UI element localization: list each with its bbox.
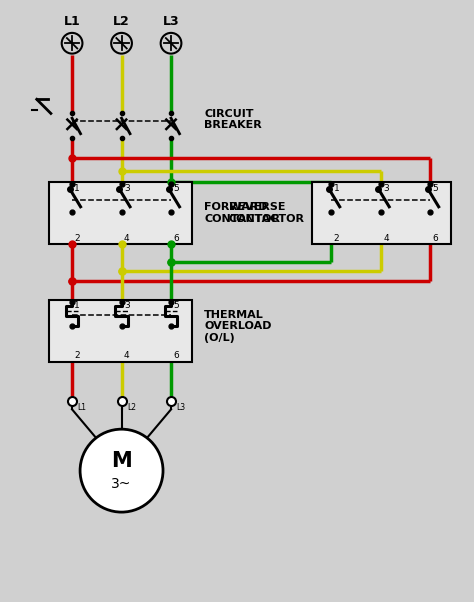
Text: 1: 1 — [74, 302, 80, 311]
Circle shape — [80, 429, 163, 512]
Text: 1: 1 — [74, 184, 80, 193]
Text: 4: 4 — [124, 234, 129, 243]
Text: 5: 5 — [173, 302, 179, 311]
Text: 4: 4 — [124, 352, 129, 361]
Text: CIRCUIT
BREAKER: CIRCUIT BREAKER — [204, 109, 262, 131]
Text: 5: 5 — [173, 184, 179, 193]
Text: 5: 5 — [433, 184, 438, 193]
Text: M: M — [111, 452, 132, 471]
Text: 3: 3 — [383, 184, 389, 193]
Text: 2: 2 — [334, 234, 339, 243]
Text: FORWARD
CONTACTOR: FORWARD CONTACTOR — [204, 202, 280, 224]
Bar — [312, 182, 451, 244]
Text: L1: L1 — [78, 403, 87, 412]
Text: 3: 3 — [124, 302, 130, 311]
Bar — [48, 300, 192, 362]
Text: 6: 6 — [433, 234, 438, 243]
Text: L3: L3 — [163, 14, 179, 28]
Bar — [48, 182, 192, 244]
Text: 6: 6 — [173, 352, 179, 361]
Text: L3: L3 — [177, 403, 186, 412]
Text: 1: 1 — [334, 184, 339, 193]
Text: 2: 2 — [74, 352, 80, 361]
Text: L2: L2 — [113, 14, 130, 28]
Text: REVERSE
CONTACTOR: REVERSE CONTACTOR — [228, 202, 304, 224]
Text: 3~: 3~ — [111, 477, 132, 491]
Text: 3: 3 — [124, 184, 130, 193]
Text: L2: L2 — [127, 403, 136, 412]
Text: 6: 6 — [173, 234, 179, 243]
Text: 2: 2 — [74, 234, 80, 243]
Text: THERMAL
OVERLOAD
(O/L): THERMAL OVERLOAD (O/L) — [204, 309, 272, 343]
Text: L1: L1 — [64, 14, 81, 28]
Text: 4: 4 — [383, 234, 389, 243]
